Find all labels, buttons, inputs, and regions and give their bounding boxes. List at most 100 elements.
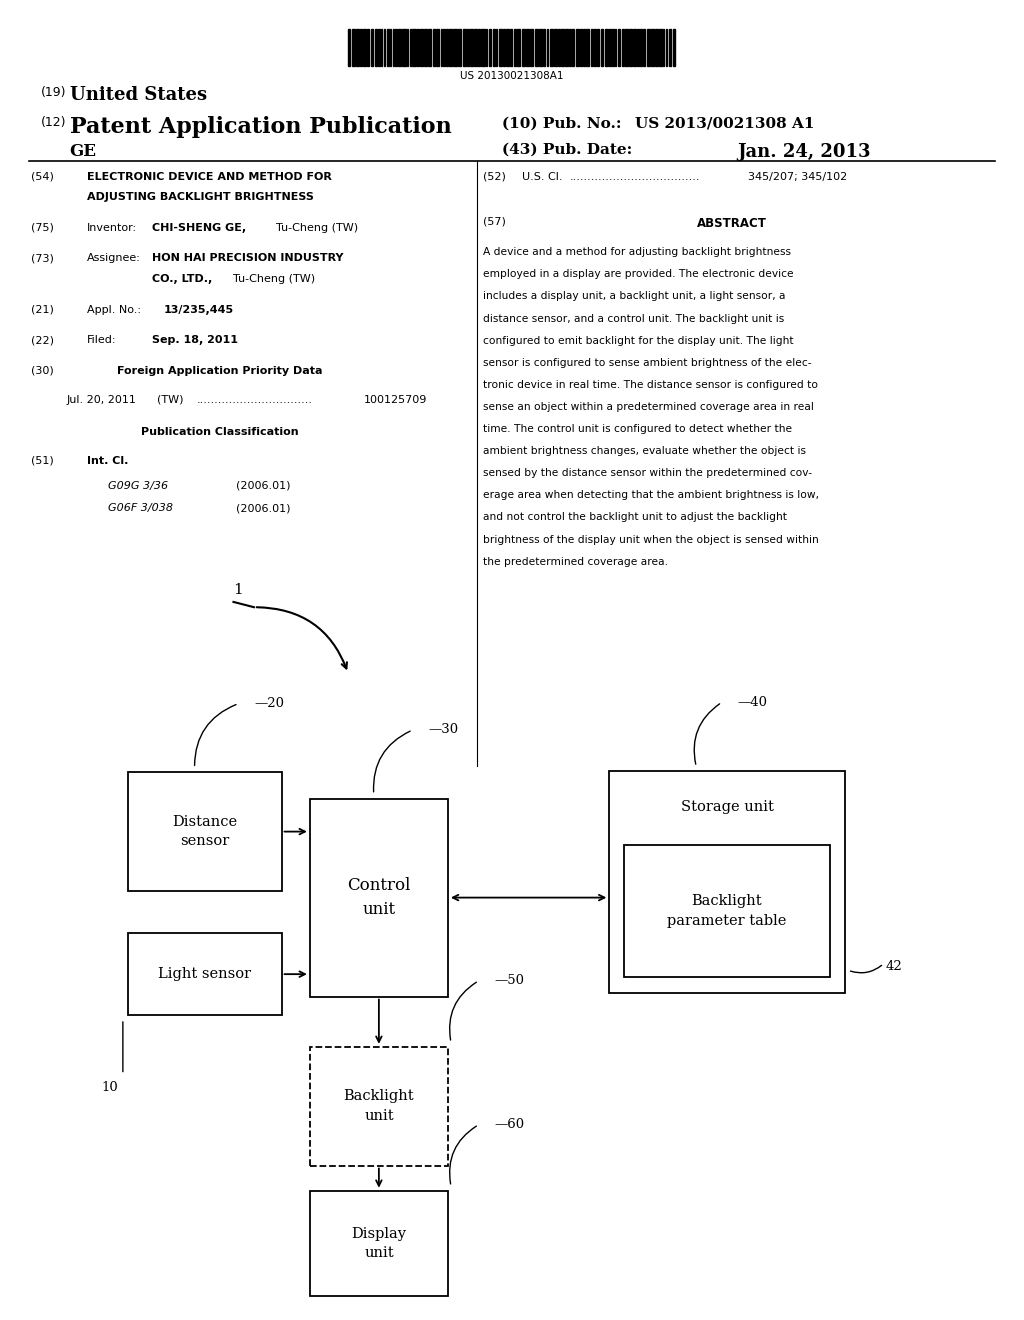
Bar: [463, 29, 466, 66]
Text: Publication Classification: Publication Classification: [141, 428, 299, 437]
Text: A device and a method for adjusting backlight brightness: A device and a method for adjusting back…: [483, 247, 792, 257]
Text: (54): (54): [31, 172, 53, 182]
Bar: [658, 29, 662, 66]
Bar: [420, 29, 423, 66]
Bar: [561, 29, 564, 66]
Text: ABSTRACT: ABSTRACT: [697, 216, 767, 230]
Bar: [640, 29, 642, 66]
Bar: [572, 29, 574, 66]
Bar: [624, 845, 830, 977]
Bar: [565, 29, 567, 66]
Bar: [569, 29, 570, 66]
Text: G09G 3/36: G09G 3/36: [108, 480, 168, 491]
Text: (73): (73): [31, 253, 53, 264]
Bar: [467, 29, 469, 66]
Bar: [558, 29, 560, 66]
Bar: [594, 29, 596, 66]
Text: ....................................: ....................................: [569, 172, 699, 182]
Bar: [522, 29, 524, 66]
Text: Backlight
parameter table: Backlight parameter table: [668, 894, 786, 928]
Bar: [378, 29, 380, 66]
Bar: [402, 29, 406, 66]
Text: erage area when detecting that the ambient brightness is low,: erage area when detecting that the ambie…: [483, 490, 819, 500]
Bar: [375, 29, 377, 66]
Text: (21): (21): [31, 305, 53, 314]
Bar: [497, 29, 498, 66]
Bar: [309, 799, 449, 997]
Bar: [493, 29, 495, 66]
Text: —20: —20: [254, 697, 284, 710]
Bar: [387, 29, 388, 66]
Text: ambient brightness changes, evaluate whether the object is: ambient brightness changes, evaluate whe…: [483, 446, 806, 457]
Bar: [655, 29, 657, 66]
Bar: [673, 29, 675, 66]
Text: (52): (52): [483, 172, 506, 182]
Text: distance sensor, and a control unit. The backlight unit is: distance sensor, and a control unit. The…: [483, 314, 784, 323]
Text: United States: United States: [70, 86, 207, 104]
Text: sensor is configured to sense ambient brightness of the elec-: sensor is configured to sense ambient br…: [483, 358, 812, 368]
Bar: [478, 29, 480, 66]
Bar: [128, 772, 282, 891]
Bar: [458, 29, 462, 66]
Text: CO., LTD.,: CO., LTD.,: [152, 273, 212, 284]
Bar: [503, 29, 505, 66]
Bar: [432, 29, 435, 66]
Text: (51): (51): [31, 455, 53, 466]
Bar: [485, 29, 487, 66]
Bar: [470, 29, 473, 66]
Text: (2006.01): (2006.01): [236, 480, 290, 491]
Bar: [356, 29, 358, 66]
Text: US 2013/0021308 A1: US 2013/0021308 A1: [635, 116, 814, 131]
Text: ADJUSTING BACKLIGHT BRIGHTNESS: ADJUSTING BACKLIGHT BRIGHTNESS: [87, 191, 314, 202]
Bar: [612, 29, 613, 66]
Bar: [351, 29, 355, 66]
Bar: [554, 29, 557, 66]
Bar: [581, 29, 582, 66]
Bar: [550, 29, 553, 66]
Text: employed in a display are provided. The electronic device: employed in a display are provided. The …: [483, 269, 794, 280]
Text: 345/207; 345/102: 345/207; 345/102: [748, 172, 847, 182]
Text: (75): (75): [31, 223, 53, 232]
Text: (43) Pub. Date:: (43) Pub. Date:: [502, 143, 632, 157]
Bar: [625, 29, 628, 66]
Text: (19): (19): [41, 86, 67, 99]
Text: —60: —60: [494, 1118, 524, 1131]
Bar: [128, 772, 282, 891]
Bar: [663, 29, 665, 66]
Bar: [348, 29, 350, 66]
Text: Patent Application Publication: Patent Application Publication: [70, 116, 452, 139]
Text: G06F 3/038: G06F 3/038: [108, 503, 172, 513]
Bar: [517, 29, 520, 66]
Bar: [408, 29, 409, 66]
Text: the predetermined coverage area.: the predetermined coverage area.: [483, 557, 669, 566]
Bar: [450, 29, 452, 66]
Text: Light sensor: Light sensor: [159, 968, 251, 981]
Text: sensed by the distance sensor within the predetermined cov-: sensed by the distance sensor within the…: [483, 469, 812, 478]
Text: Int. Cl.: Int. Cl.: [87, 455, 128, 466]
Bar: [507, 29, 509, 66]
Bar: [510, 29, 512, 66]
Text: 1: 1: [233, 582, 244, 597]
Bar: [583, 29, 585, 66]
Text: ................................: ................................: [197, 395, 312, 405]
Text: includes a display unit, a backlight unit, a light sensor, a: includes a display unit, a backlight uni…: [483, 292, 785, 301]
Text: —50: —50: [494, 974, 524, 987]
Text: (10) Pub. No.:: (10) Pub. No.:: [502, 116, 622, 131]
Text: US 20130021308A1: US 20130021308A1: [460, 71, 564, 82]
Bar: [604, 29, 608, 66]
Bar: [309, 1191, 449, 1296]
Text: Distance
sensor: Distance sensor: [172, 814, 238, 849]
Bar: [436, 29, 439, 66]
Bar: [629, 29, 632, 66]
Bar: [535, 29, 538, 66]
Text: Assignee:: Assignee:: [87, 253, 141, 264]
Text: Foreign Application Priority Data: Foreign Application Priority Data: [118, 366, 323, 376]
Bar: [481, 29, 484, 66]
Bar: [597, 29, 599, 66]
Bar: [651, 29, 653, 66]
Bar: [398, 29, 401, 66]
Text: Tu-Cheng (TW): Tu-Cheng (TW): [233, 273, 315, 284]
Bar: [364, 29, 366, 66]
Text: Tu-Cheng (TW): Tu-Cheng (TW): [276, 223, 358, 232]
Text: and not control the backlight unit to adjust the backlight: and not control the backlight unit to ad…: [483, 512, 787, 523]
